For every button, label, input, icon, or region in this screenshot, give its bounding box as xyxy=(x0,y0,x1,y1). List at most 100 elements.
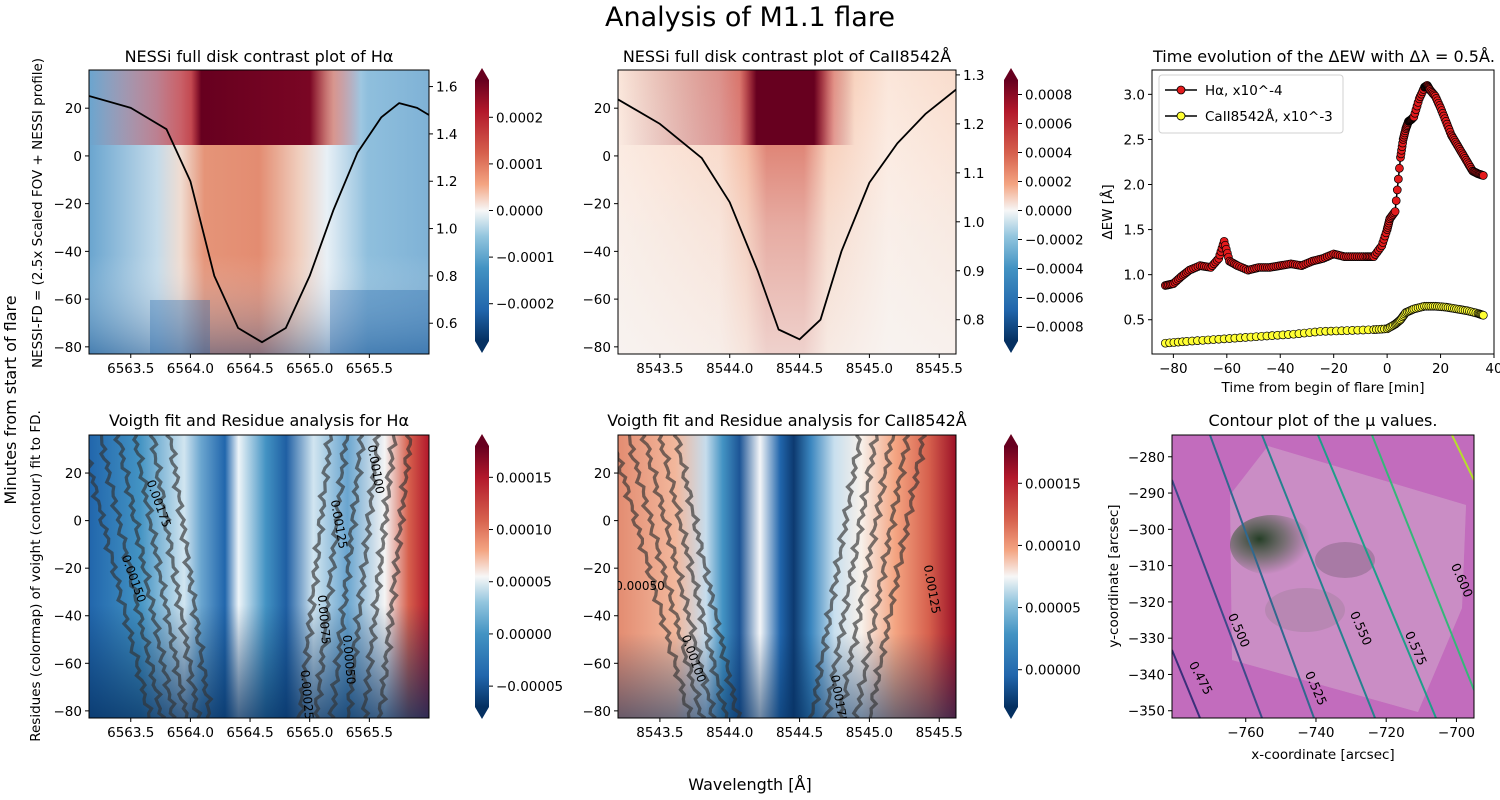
p2-xtick-label: 8545.0 xyxy=(846,361,893,377)
p6-contour-line xyxy=(1371,435,1474,691)
p3-ytick-label: 1.0 xyxy=(1124,268,1145,284)
p2-cbar-label: 0.0008 xyxy=(1025,88,1072,104)
p3-xticks: −80 −60 −40 −20 0 20 40 xyxy=(1159,354,1500,377)
p4-yticks: 20 0 −20 −40 −60 −80 xyxy=(54,466,89,720)
p1-cbar-label: 0.0002 xyxy=(496,110,543,126)
p3-xtick-label: −60 xyxy=(1213,361,1242,377)
p6-contour-line xyxy=(1172,649,1201,718)
p1-ytick-label: −80 xyxy=(54,340,83,356)
p3-xtick-label: −20 xyxy=(1319,361,1348,377)
p4-contour-label: 0.00050 xyxy=(340,634,358,685)
p2-y2tick-label: 1.0 xyxy=(963,215,984,231)
p1-xtick-label: 6565.5 xyxy=(346,361,393,377)
p2-yticks: 20 0 −20 −40 −60 −80 xyxy=(583,101,618,356)
p5-contour-line xyxy=(837,435,896,718)
panel-mu-contour: Contour plot of the μ values. x-coordina… xyxy=(1106,411,1475,763)
p3-xtick-label: −40 xyxy=(1266,361,1295,377)
p2-cbar-label: 0.0004 xyxy=(1025,146,1072,162)
p5-cbar-label: 0.00000 xyxy=(1025,663,1081,679)
p6-contour-line xyxy=(1172,479,1263,718)
p2-cbar-label: 0.0002 xyxy=(1025,175,1072,191)
p6-ytick-label: −300 xyxy=(1128,522,1165,538)
p4-cbar-label: −0.00005 xyxy=(496,679,563,695)
p1-ylabel: NESSI-FD = (2.5x Scaled FOV + NESSI prof… xyxy=(30,58,46,368)
p3-series-point xyxy=(1395,163,1404,173)
p3-legend: Hα, x10^-4 CaII8542Å, x10^-3 xyxy=(1158,74,1344,134)
p2-xtick-label: 8544.5 xyxy=(776,361,823,377)
p2-xtick-label: 8544.0 xyxy=(706,361,753,377)
p1-ytick-label: −40 xyxy=(54,244,83,260)
p6-title: Contour plot of the μ values. xyxy=(1209,411,1438,430)
p5-contour-label: 0.00050 xyxy=(615,579,665,593)
p4-contour-label: 0.00075 xyxy=(315,594,333,645)
p5-cbar-label: 0.00010 xyxy=(1025,538,1081,554)
p3-yticks: 3.0 2.5 2.0 1.5 1.0 0.5 xyxy=(1124,87,1152,329)
p3-series-point xyxy=(1478,310,1488,320)
p4-contour-line xyxy=(327,435,366,718)
p2-y2tick-label: 0.9 xyxy=(963,264,984,280)
p6-contour-line xyxy=(1209,435,1315,718)
p3-xtick-label: 40 xyxy=(1485,361,1500,377)
p6-xlabel: x-coordinate [arcsec] xyxy=(1251,747,1394,763)
p1-y2tick-label: 1.6 xyxy=(436,80,457,96)
p2-ytick-label: −20 xyxy=(583,197,612,213)
p5-xtick-label: 8545.0 xyxy=(846,725,893,741)
p6-ytick-label: −290 xyxy=(1128,486,1165,502)
p1-cbar-label: −0.0001 xyxy=(496,250,555,266)
p4-contours: 0.001750.001500.001250.001000.000750.000… xyxy=(89,435,413,720)
p5-contour-line xyxy=(618,449,694,718)
p4-cbar-label: 0.00000 xyxy=(496,627,552,643)
p5-contour-line xyxy=(851,435,911,718)
p5-contour-line xyxy=(639,435,717,718)
p1-ytick-label: −60 xyxy=(54,292,83,308)
p2-ytick-label: 20 xyxy=(594,101,611,117)
p1-cbar-label: 0.0000 xyxy=(496,204,543,220)
p2-cbar-label: −0.0004 xyxy=(1025,262,1084,278)
p5-contour-line xyxy=(807,435,863,718)
p3-series-point xyxy=(1391,196,1401,206)
p3-series-point xyxy=(1392,185,1402,195)
p3-ytick-label: 2.0 xyxy=(1124,178,1145,194)
p6-contour-line xyxy=(1317,435,1437,718)
p4-contour-label: 0.00025 xyxy=(298,669,316,720)
p3-xtick-label: 0 xyxy=(1383,361,1392,377)
p4-xtick-label: 6563.5 xyxy=(107,725,154,741)
p4-xtick-label: 6564.0 xyxy=(167,725,214,741)
p1-ytick-label: 0 xyxy=(73,149,82,165)
p4-cbar-label: 0.00005 xyxy=(496,575,552,591)
p4-cbar-label: 0.00010 xyxy=(496,523,552,539)
p2-profile-line xyxy=(618,88,956,341)
p2-xtick-label: 8543.5 xyxy=(636,361,683,377)
p2-heatmap xyxy=(618,70,956,354)
p2-y2tick-label: 1.3 xyxy=(963,68,984,84)
p6-xtick-label: −740 xyxy=(1297,725,1334,741)
p2-ytick-label: −80 xyxy=(583,340,612,356)
p4-contour-line xyxy=(165,435,214,718)
p1-xtick-label: 6564.5 xyxy=(226,361,273,377)
p4-cbar-label: 0.00015 xyxy=(496,470,552,486)
p2-title: NESSi full disk contrast plot of CaII854… xyxy=(623,47,951,66)
p3-ylabel: ΔEW [Å] xyxy=(1099,184,1116,239)
p4-contour-line xyxy=(346,435,382,718)
p2-secondary-yticks: 1.3 1.2 1.1 1.0 0.9 0.8 xyxy=(956,68,984,329)
p3-xtick-label: 20 xyxy=(1432,361,1449,377)
p1-y2tick-label: 1.4 xyxy=(436,127,457,143)
p1-y2tick-label: 1.2 xyxy=(436,174,457,190)
p2-cbar-label: 0.0006 xyxy=(1025,117,1072,133)
p2-y2tick-label: 1.1 xyxy=(963,166,984,182)
p6-xticks: −760 −740 −720 −700 xyxy=(1227,718,1475,741)
p2-cbar-label: −0.0006 xyxy=(1025,291,1084,307)
p4-contour-line xyxy=(89,458,154,718)
p6-ytick-label: −330 xyxy=(1128,631,1165,647)
p3-ytick-label: 1.5 xyxy=(1124,223,1145,239)
p1-secondary-yticks: 1.6 1.4 1.2 1.0 0.8 0.6 xyxy=(429,80,457,332)
p1-y2tick-label: 1.0 xyxy=(436,222,457,238)
p5-ytick-label: 0 xyxy=(602,514,611,530)
panel-ca-contrast: NESSi full disk contrast plot of CaII854… xyxy=(583,47,985,377)
p6-xtick-label: −700 xyxy=(1438,725,1475,741)
p4-title: Voigth fit and Residue analysis for Hα xyxy=(109,411,409,430)
p1-profile-line xyxy=(89,95,429,344)
p2-ytick-label: −40 xyxy=(583,244,612,260)
